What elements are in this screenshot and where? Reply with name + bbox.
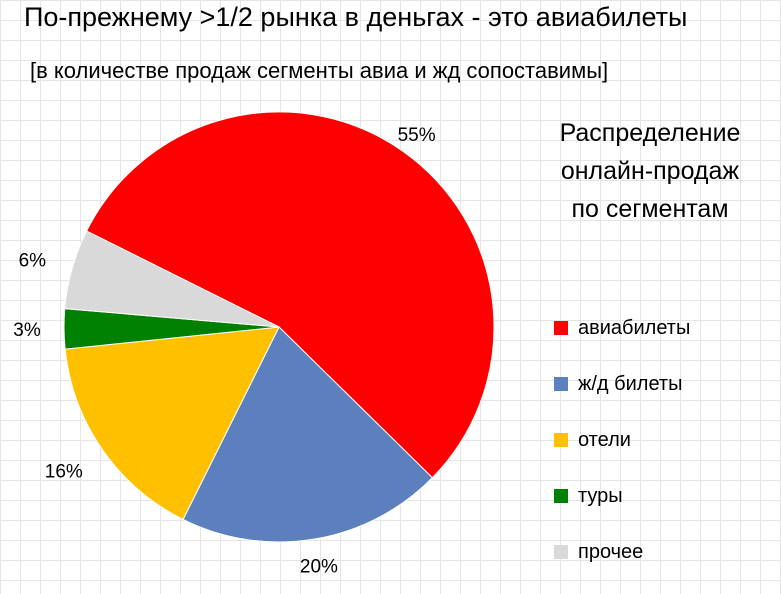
chart-title-line-3: по сегментам [571,195,729,223]
pie-slice-other [64,230,280,328]
legend-swatch-other [554,545,568,559]
legend-item-hotels: отели [554,412,690,468]
pie-slice-hotels [64,326,280,521]
legend-swatch-tours [554,489,568,503]
legend-label-hotels: отели [578,428,631,451]
page-subtitle: [в количестве продаж сегменты авиа и жд … [30,58,609,83]
legend-swatch-hotels [554,433,568,447]
pie-label-other: 6% [19,250,47,271]
chart-title-line-1: Распределение [559,119,741,147]
legend-swatch-avia [554,321,568,335]
pie-label-tours: 3% [13,320,41,341]
pie-label-avia: 55% [398,125,436,146]
legend-item-rail: ж/д билеты [554,356,690,412]
chart-title: Распределение онлайн-продаж по сегментам [526,114,774,228]
pie-slice-rail [182,326,434,543]
chart-title-line-2: онлайн-продаж [560,157,740,185]
legend-label-tours: туры [578,484,623,507]
page-title: По-прежнему >1/2 рынка в деньгах - это а… [24,2,688,32]
pie-label-rail: 20% [300,557,338,578]
legend-label-avia: авиабилеты [578,316,691,339]
legend-swatch-rail [554,377,568,391]
chart-legend: авиабилеты ж/д билеты отели туры прочее [554,300,690,580]
pie-label-hotels: 16% [45,461,83,482]
legend-item-avia: авиабилеты [554,300,690,356]
legend-label-other: прочее [578,540,644,563]
legend-item-other: прочее [554,524,690,580]
legend-item-tours: туры [554,468,690,524]
pie-slice-avia [85,111,495,479]
legend-label-rail: ж/д билеты [578,372,683,395]
